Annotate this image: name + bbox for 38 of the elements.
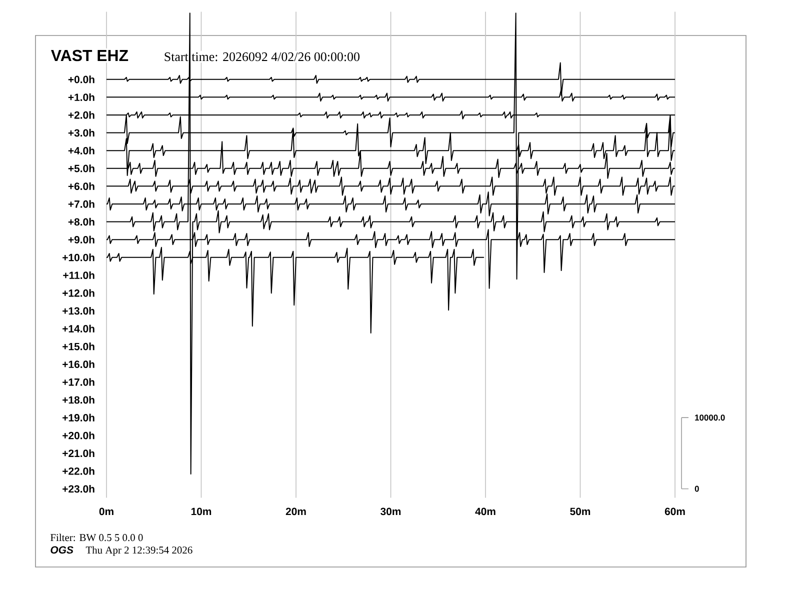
x-tick-label: 60m <box>664 508 685 516</box>
y-tick-label: +4.0h <box>68 146 94 154</box>
x-tick-label: 30m <box>380 508 401 516</box>
y-tick-label: +23.0h <box>62 484 94 493</box>
y-tick-label: +22.0h <box>62 467 94 475</box>
x-tick-label: 0m <box>99 508 114 516</box>
y-tick-label: +5.0h <box>68 164 94 172</box>
y-tick-label: +18.0h <box>62 396 94 404</box>
y-tick-label: +19.0h <box>62 414 94 422</box>
text: VAST EHZ <box>51 50 128 62</box>
y-tick-label: +20.0h <box>62 432 94 440</box>
y2-tick-label: 0 <box>694 486 699 492</box>
y-tick-label: +17.0h <box>62 378 94 386</box>
y-tick-label: +6.0h <box>68 182 94 190</box>
y-tick-label: +0.0h <box>68 76 94 84</box>
x-tick-label: 40m <box>475 508 496 516</box>
y-tick-label: +11.0h <box>63 271 94 280</box>
y-tick-label: +16.0h <box>62 360 94 368</box>
text: OGS <box>50 546 74 554</box>
y-tick-label: +15.0h <box>62 342 94 350</box>
y2-tick-label: 10000.0 <box>695 414 725 421</box>
y-tick-label: +9.0h <box>68 236 94 244</box>
y-tick-label: +3.0h <box>68 128 94 137</box>
x-tick-label: 50m <box>570 508 590 516</box>
text: Filter: BW 0.5 5 0.0 0 <box>50 534 143 542</box>
y-tick-label: +8.0h <box>68 218 94 226</box>
y-tick-label: +13.0h <box>62 306 94 315</box>
x-tick-label: 10m <box>191 508 212 516</box>
y-tick-label: +10.0h <box>62 254 94 262</box>
text: Start time: 2026092 4/02/26 00:00:00 <box>164 52 360 62</box>
y-tick-label: +1.0h <box>68 93 94 102</box>
y-tick-label: +7.0h <box>68 200 94 208</box>
y-tick-label: +2.0h <box>68 111 94 119</box>
y-tick-label: +14.0h <box>62 324 94 332</box>
x-tick-label: 20m <box>286 508 306 516</box>
y-tick-label: +21.0h <box>62 449 94 458</box>
text: Thu Apr 2 12:39:54 2026 <box>86 546 192 556</box>
y-tick-label: +12.0h <box>62 289 94 297</box>
